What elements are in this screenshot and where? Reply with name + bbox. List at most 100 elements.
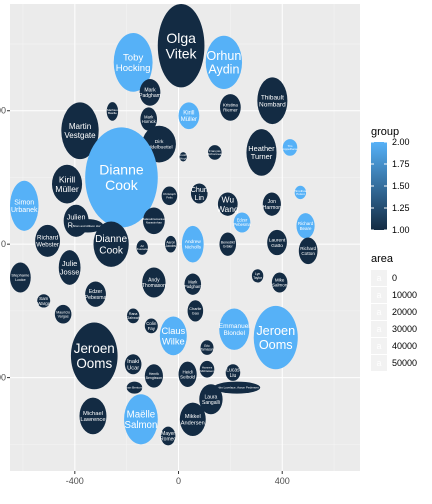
area-legend: area a 0 a 10000 a 20000 a 30000 a 40000 a 50000: [371, 253, 417, 371]
bubble-label: Dianne Cook: [95, 234, 127, 256]
bubble-label-line: Mikkel: [185, 414, 201, 420]
bubble: [213, 381, 261, 394]
area-legend-key-label: a: [376, 341, 381, 351]
bubble-label: Claus Wilke: [161, 326, 185, 346]
bubble-label-line: Kuusela: [137, 247, 148, 251]
bubble: [296, 213, 315, 239]
bubble-label: Robin Lovelace, Aaron Pedersen: [215, 386, 259, 390]
bubble: [10, 262, 31, 293]
bubble-label: Benedikt Gräler: [221, 240, 235, 248]
bubble-label: Colin Fay: [146, 321, 157, 331]
bubble-label-line: Gatto: [271, 243, 283, 249]
bubble-label: Heidi Seibold: [180, 369, 195, 379]
bubble: [143, 207, 165, 235]
bubble-label-line: Charlie: [189, 307, 201, 311]
bubble-label-line: Locke: [15, 277, 26, 282]
bubble-label: Mikkel Andersen: [181, 414, 205, 426]
bubble-label-line: Richard: [300, 246, 316, 251]
bubble: [217, 192, 238, 216]
bubble-label: Michael Lawrence: [80, 411, 105, 423]
bubble: [139, 79, 161, 106]
bubble: [126, 308, 140, 324]
bubble-label-line: Edzer: [89, 289, 103, 295]
bubble: [179, 402, 206, 436]
bubble: [140, 107, 157, 131]
bubble-label-line: Nicholls: [185, 244, 202, 249]
group-legend-ticks: 2.00 1.75 1.50 1.25 1.00: [371, 137, 410, 235]
bubble-label-line: Wang: [217, 204, 239, 214]
bubble-label: Edzer Pebesma: [233, 218, 251, 228]
bubble-label: Orhun Aydin: [206, 49, 241, 77]
area-legend-key-label: a: [376, 307, 381, 317]
area-legend-label: 10000: [392, 290, 417, 300]
bubble: [124, 354, 142, 375]
bubble-label: Edzer Pebesma: [85, 289, 107, 301]
bubble-label-line: Gahwah: [126, 316, 139, 320]
bubble-label: Laura Sangalli: [202, 394, 220, 406]
bubble: [106, 102, 119, 121]
bubble-label-line: Timothy: [178, 153, 189, 157]
bubble-label-line: Cotton: [301, 251, 315, 256]
group-legend-label: 1.75: [392, 159, 410, 169]
bubble: [253, 305, 298, 370]
bubble-label-line: Mathieu: [107, 108, 118, 112]
bubble: [70, 322, 118, 390]
bubble-label-line: Colin: [146, 321, 157, 326]
bubble: [126, 381, 143, 394]
bubble-label-line: Laurent: [269, 238, 286, 244]
bubble-label: Maëlle Salmon: [124, 409, 157, 431]
bubble: [282, 139, 298, 156]
area-legend-label: 50000: [392, 358, 417, 368]
bubble-label-line: Simon: [14, 199, 34, 206]
bubble: [205, 35, 243, 90]
bubble-label: van Bentum: [126, 386, 143, 390]
bubble-label: Richard Cotton: [300, 246, 316, 256]
bubble-label: Jeroen Ooms: [74, 341, 115, 371]
bubble-label: Julie Josse: [60, 259, 80, 276]
bubble-label-line: Nombard: [259, 102, 286, 109]
bubble-label-line: Gräler: [223, 244, 234, 248]
bubble-label-line: Tim: [288, 144, 293, 148]
bubble-label-line: Padgham: [184, 284, 202, 289]
bubble-label-line: Michael: [83, 411, 103, 417]
area-legend-label: 40000: [392, 341, 417, 351]
area-legend-key: [371, 355, 387, 371]
bubble-label-line: Mayer: [161, 431, 175, 437]
bubble: [187, 300, 204, 322]
bubble-label: Kristina Riemer: [223, 103, 238, 113]
bubble-label: Dianne Cook: [99, 162, 144, 193]
bubble: [199, 384, 223, 415]
bubble-label-line: Müller: [181, 117, 197, 123]
bubble-label: Sam Warga: [37, 296, 51, 306]
bubble-label-line: Claus: [161, 326, 185, 336]
bubble: [219, 308, 250, 350]
y-axis: -400 0 400: [0, 106, 10, 383]
bubble: [225, 364, 241, 381]
bubble-label-line: Laura: [204, 394, 217, 400]
group-legend: group 2.00 1.75 1.50 1.25 1.00: [371, 126, 410, 235]
bubble-label-line: Wilke: [162, 336, 185, 346]
bubble-label-line: Blondel: [223, 330, 245, 337]
bubble-label-line: Pebesma: [85, 295, 107, 301]
group-colorbar: [371, 142, 387, 230]
bubble-label-line: Bengtsson: [146, 376, 162, 380]
bubble-label-line: Benedikt: [221, 240, 235, 244]
bubble-label-line: Salmon: [272, 283, 288, 288]
bubble-label-line: Fay: [148, 326, 156, 331]
bubble-label-line: Müller: [55, 184, 79, 194]
bubble: [79, 397, 107, 435]
bubble-label-line: Josse: [60, 267, 80, 276]
bubble-label: Charlie Gao: [189, 307, 201, 315]
bubble-label-line: Lyn: [255, 272, 260, 276]
bubble: [142, 267, 166, 298]
bubble-label: Dirk Eddelbuettel: [146, 139, 173, 150]
bubble-label: Thibault Nombard: [259, 94, 286, 108]
bubble-label-line: Beare: [300, 226, 312, 231]
bubble-label: Heather Turner: [248, 144, 275, 161]
bubble: [220, 94, 241, 121]
group-legend-title: group: [371, 126, 399, 138]
bubble-label-line: van Bentum: [126, 386, 143, 390]
x-tick-label: 0: [176, 476, 181, 486]
bubble-label-line: Webster: [36, 241, 59, 248]
